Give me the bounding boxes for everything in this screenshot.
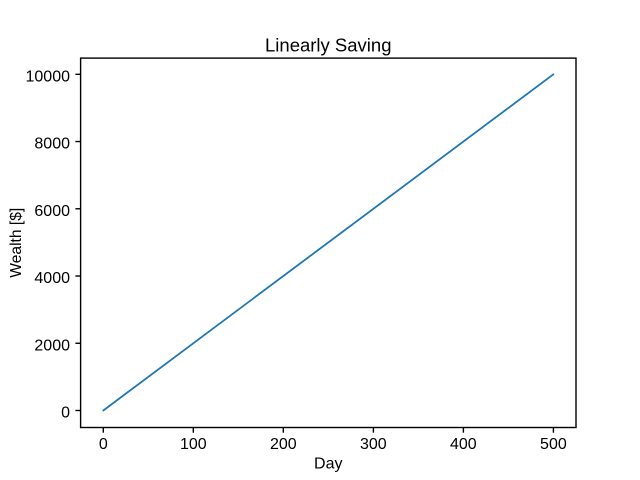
svg-text:300: 300 [360, 436, 387, 453]
svg-text:6000: 6000 [34, 203, 70, 220]
svg-text:200: 200 [270, 436, 297, 453]
svg-text:0: 0 [99, 436, 108, 453]
svg-text:8000: 8000 [34, 136, 70, 153]
svg-text:500: 500 [540, 436, 567, 453]
svg-text:2000: 2000 [34, 337, 70, 354]
svg-text:Day: Day [314, 455, 342, 472]
svg-text:10000: 10000 [26, 69, 71, 86]
svg-text:0: 0 [61, 405, 70, 422]
svg-text:100: 100 [180, 436, 207, 453]
svg-text:Linearly Saving: Linearly Saving [265, 34, 392, 55]
svg-text:Wealth [$]: Wealth [$] [8, 208, 25, 278]
svg-text:400: 400 [450, 436, 477, 453]
svg-text:4000: 4000 [34, 270, 70, 287]
